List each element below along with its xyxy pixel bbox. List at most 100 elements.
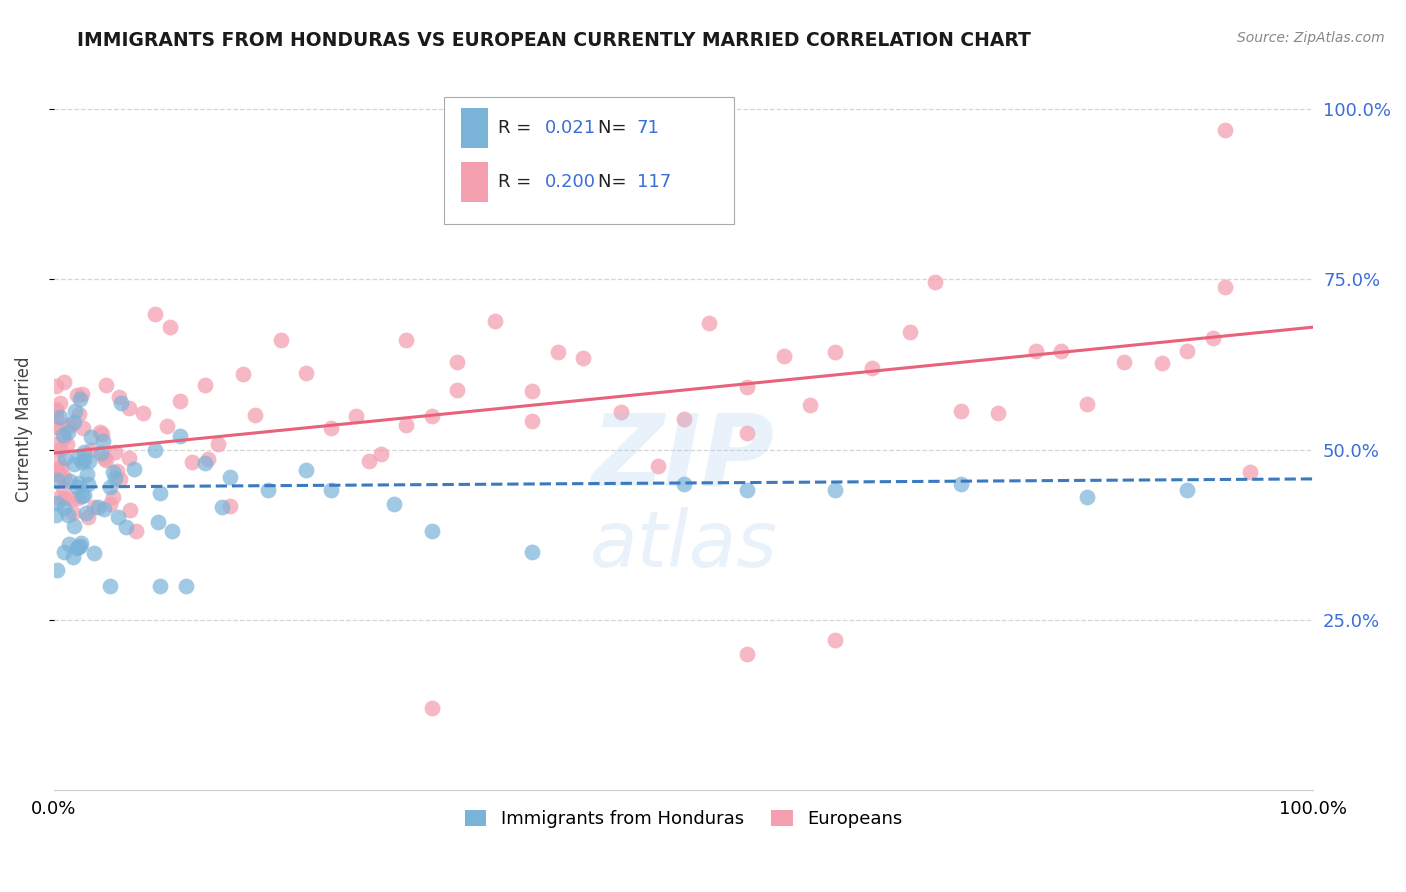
Point xyxy=(104,445,127,459)
Point xyxy=(93,450,115,465)
Point xyxy=(60,418,83,433)
Point xyxy=(169,429,191,443)
Point xyxy=(75,506,97,520)
Point xyxy=(98,579,121,593)
FancyBboxPatch shape xyxy=(461,162,488,202)
Point xyxy=(60,492,83,507)
Point xyxy=(773,349,796,363)
Point xyxy=(67,407,90,421)
Point xyxy=(83,546,105,560)
Point xyxy=(319,483,342,498)
Legend: Immigrants from Honduras, Europeans: Immigrants from Honduras, Europeans xyxy=(457,802,910,835)
Point xyxy=(294,367,316,381)
Point xyxy=(46,473,69,487)
Text: ZIP: ZIP xyxy=(592,409,775,507)
Point xyxy=(1025,343,1047,358)
Point xyxy=(1213,122,1236,136)
Point xyxy=(949,476,972,491)
Point xyxy=(245,409,267,423)
Point xyxy=(898,325,921,339)
Point xyxy=(169,393,191,408)
Point xyxy=(420,524,443,539)
Y-axis label: Currently Married: Currently Married xyxy=(15,357,32,502)
Point xyxy=(72,421,94,435)
Point xyxy=(105,464,128,478)
Point xyxy=(69,539,91,553)
Point xyxy=(735,483,758,498)
Point xyxy=(49,459,72,474)
Point xyxy=(72,489,94,503)
Text: R =: R = xyxy=(498,119,537,136)
Point xyxy=(446,383,468,397)
Point xyxy=(90,445,112,459)
Point xyxy=(45,379,67,393)
Point xyxy=(118,451,141,466)
Point xyxy=(219,500,242,514)
Point xyxy=(924,275,946,289)
Point xyxy=(70,454,93,468)
FancyBboxPatch shape xyxy=(444,97,734,224)
Point xyxy=(862,360,884,375)
Point xyxy=(80,430,103,444)
Point xyxy=(949,404,972,418)
Point xyxy=(1076,490,1098,504)
Point xyxy=(125,524,148,539)
Point xyxy=(70,387,93,401)
Point xyxy=(824,345,846,359)
Text: 0.200: 0.200 xyxy=(546,173,596,191)
Point xyxy=(56,508,79,522)
Point xyxy=(1076,397,1098,411)
Point xyxy=(48,491,70,506)
Point xyxy=(77,509,100,524)
Point xyxy=(148,579,170,593)
Point xyxy=(48,467,70,482)
Point xyxy=(824,483,846,498)
Point xyxy=(45,508,67,522)
Text: atlas: atlas xyxy=(589,507,778,582)
Point xyxy=(70,536,93,550)
Point xyxy=(395,417,418,432)
Point xyxy=(45,467,67,482)
Point xyxy=(107,509,129,524)
Point xyxy=(122,462,145,476)
Point xyxy=(522,384,544,398)
Text: 0.021: 0.021 xyxy=(546,119,596,136)
Point xyxy=(69,392,91,406)
Point xyxy=(194,377,217,392)
Point xyxy=(72,453,94,467)
Point xyxy=(319,421,342,435)
Point xyxy=(357,454,380,468)
Point xyxy=(100,480,122,494)
Point xyxy=(66,450,89,465)
Point xyxy=(114,520,136,534)
Point xyxy=(63,404,86,418)
Point xyxy=(63,518,86,533)
Point xyxy=(370,447,392,461)
Point xyxy=(446,355,468,369)
Point xyxy=(52,428,75,442)
Point xyxy=(1239,466,1261,480)
Point xyxy=(647,458,669,473)
Point xyxy=(55,437,77,451)
Point xyxy=(53,451,76,466)
Point xyxy=(197,451,219,466)
Point xyxy=(547,345,569,359)
Point xyxy=(572,351,595,366)
Point xyxy=(257,483,280,498)
Point xyxy=(45,437,67,451)
Point xyxy=(484,314,506,328)
Point xyxy=(46,453,69,467)
Point xyxy=(51,481,73,495)
Point xyxy=(1114,354,1136,368)
Point xyxy=(56,417,79,432)
Point xyxy=(735,647,758,661)
Point xyxy=(294,463,316,477)
Point xyxy=(67,475,90,490)
Point xyxy=(63,415,86,429)
Point xyxy=(73,445,96,459)
Point xyxy=(110,395,132,409)
Point xyxy=(174,579,197,593)
Point xyxy=(94,377,117,392)
Point xyxy=(270,333,292,347)
Point xyxy=(48,396,70,410)
